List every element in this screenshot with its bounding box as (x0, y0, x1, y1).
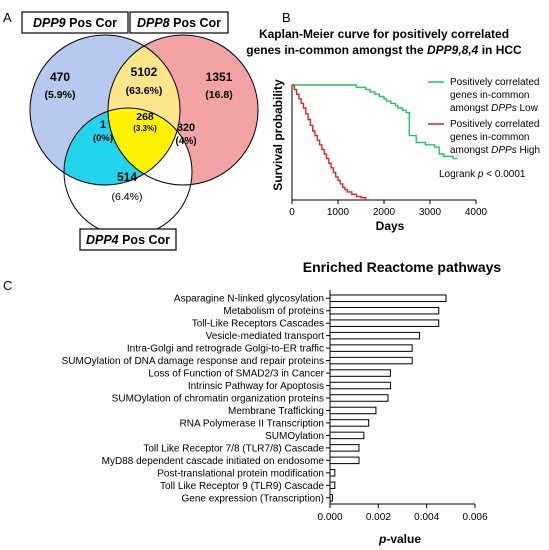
venn-pct-all: (3.3%) (133, 124, 157, 133)
venn-count-dpp8-dpp4: 320 (177, 122, 195, 134)
venn-pct-dpp8-dpp4: (4%) (175, 136, 196, 147)
bar-category-label: MyD88 dependent cascade initiated on end… (102, 456, 325, 467)
bar-category-label: Vesicle-mediated transport (206, 331, 325, 342)
bar (329, 381, 391, 390)
bar-category-label: SUMOylation (265, 431, 324, 442)
venn-count-all: 268 (136, 111, 154, 123)
bar (329, 369, 391, 377)
km-x-tick-label: 2000 (373, 207, 396, 218)
dpp9-label: DPP9 Pos Cor (33, 16, 117, 30)
venn-pct-dpp9-dpp4: (0%) (93, 133, 113, 144)
venn-pct-dpp9-only: (5.9%) (45, 89, 76, 101)
legend-high-line2: genes in-common (450, 132, 529, 143)
bar (329, 481, 336, 490)
venn-count-dpp8-only: 1351 (206, 70, 233, 84)
venn-count-dpp9-only: 470 (50, 70, 70, 84)
bar-category-label: Toll Like Receptor 9 (TLR9) Cascade (160, 481, 324, 492)
km-x-tick-label: 0 (289, 207, 295, 218)
bar (329, 356, 413, 365)
panel-label-c: C (3, 278, 12, 293)
bar (329, 406, 377, 415)
bar-x-tick-label: 0.004 (414, 512, 439, 523)
bar (329, 331, 420, 340)
km-x-tick-label: 4000 (465, 207, 488, 218)
bar-x-tick-label: 0.002 (366, 512, 391, 523)
bar-category-label: Gene expression (Transcription) (182, 493, 324, 504)
bar-category-label: RNA Polymerase II Transcription (180, 418, 325, 429)
venn-count-dpp9-dpp8: 5102 (131, 65, 158, 79)
bar-plot-area: Asparagine N-linked glycosylationMetabol… (62, 290, 488, 523)
bar (329, 294, 447, 302)
panel-label-a: A (3, 10, 12, 25)
dpp4-label: DPP4 Pos Cor (86, 233, 170, 247)
bar-x-tick-label: 0.000 (317, 512, 342, 523)
dpp8-label-box (129, 11, 229, 34)
venn-count-dpp9-dpp4: 1 (100, 119, 106, 131)
venn-pct-dpp8-only: (16.8) (205, 89, 232, 101)
reactome-chart: Enriched Reactome pathways Asparagine N-… (62, 259, 502, 546)
km-x-label: Days (376, 219, 405, 233)
km-curve-low (292, 84, 458, 160)
bar (329, 456, 360, 465)
km-title-line1: Kaplan-Meier curve for positively correl… (259, 27, 509, 41)
bar (329, 469, 336, 477)
dpp4-label-box (79, 228, 177, 251)
km-x-tick-label: 3000 (419, 207, 442, 218)
bar-category-label: Asparagine N-linked glycosylation (174, 294, 324, 305)
bar-category-label: Toll-Like Receptors Cascades (192, 319, 324, 330)
km-x-tick-label: 1000 (327, 207, 350, 218)
bar (329, 306, 440, 315)
dpp8-label: DPP8 Pos Cor (137, 16, 221, 30)
bar-category-label: Intrinsic Pathway for Apoptosis (188, 381, 324, 392)
bar (329, 319, 440, 327)
bar (329, 419, 370, 427)
km-curve-high (292, 84, 371, 201)
panel-label-b: B (282, 10, 291, 25)
venn-pct-dpp4-only: (6.4%) (112, 191, 143, 203)
venn-count-dpp4-only: 514 (117, 170, 137, 184)
bar-category-label: Metabolism of proteins (223, 306, 324, 317)
bar-category-label: SUMOylation of chromatin organization pr… (112, 394, 324, 405)
bar-category-label: Intra-Golgi and retrograde Golgi-to-ER t… (127, 344, 324, 355)
bar (329, 494, 333, 502)
bar-x-label: p-value (378, 532, 421, 546)
legend-low-line2: genes in-common (450, 90, 529, 101)
legend-high-line1: Positively correlated (450, 119, 539, 130)
bar-category-label: Loss of Function of SMAD2/3 in Cancer (148, 369, 324, 380)
bar-x-tick-label: 0.006 (462, 512, 487, 523)
dpp9-label-box (21, 11, 129, 34)
legend-low-line1: Positively correlated (450, 77, 539, 88)
km-title-line2: genes in-common amongst the DPP9,8,4 in … (246, 43, 522, 57)
bar (329, 431, 365, 440)
legend-high-line3: amongst DPPs High (450, 145, 540, 156)
bar-category-label: Membrane Trafficking (228, 406, 324, 417)
venn-pct-dpp9-dpp8: (63.6%) (126, 85, 163, 97)
km-y-label: Survival probability (271, 79, 285, 191)
bar (329, 344, 413, 352)
bar-category-label: Post-translational protein modification (157, 468, 324, 479)
reactome-title: Enriched Reactome pathways (303, 259, 502, 275)
bar-category-label: Toll Like Receptor 7/8 (TLR7/8) Cascade (143, 443, 324, 454)
venn-diagram: DPP9 Pos Cor DPP8 Pos Cor DPP4 Pos Cor 4… (21, 11, 259, 251)
bar-category-label: SUMOylation of DNA damage response and r… (62, 356, 324, 367)
km-chart: Kaplan-Meier curve for positively correl… (246, 27, 540, 233)
logrank-text: Logrank p < 0.0001 (439, 169, 526, 180)
km-plot-area: 0 1000 2000 3000 4000 (289, 84, 488, 218)
bar (329, 444, 360, 452)
legend-low-line3: amongst DPPs Low (450, 103, 539, 114)
bar (329, 394, 389, 402)
